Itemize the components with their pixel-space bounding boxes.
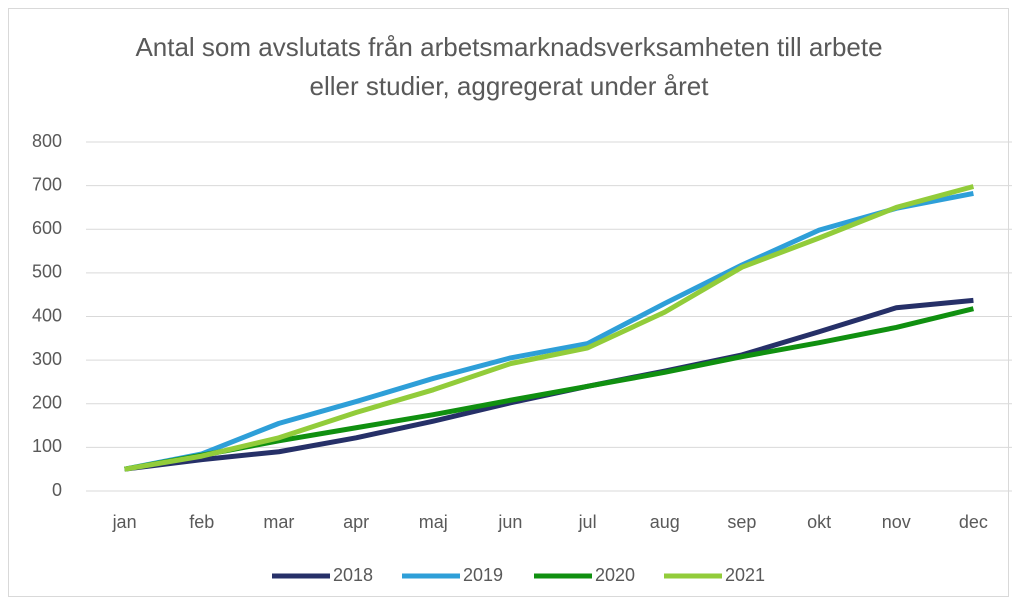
y-tick-label: 100 bbox=[32, 436, 62, 456]
y-tick-label: 300 bbox=[32, 349, 62, 369]
x-tick-label: maj bbox=[419, 512, 448, 532]
x-tick-label: sep bbox=[727, 512, 756, 532]
x-tick-label: jan bbox=[112, 512, 137, 532]
x-tick-label: jun bbox=[497, 512, 522, 532]
x-tick-label: mar bbox=[263, 512, 294, 532]
y-tick-label: 600 bbox=[32, 218, 62, 238]
x-tick-label: jul bbox=[578, 512, 597, 532]
y-tick-label: 800 bbox=[32, 131, 62, 151]
y-tick-label: 0 bbox=[52, 480, 62, 500]
chart-title: Antal som avslutats från arbetsmarknadsv… bbox=[135, 32, 883, 101]
y-tick-label: 200 bbox=[32, 393, 62, 413]
legend-label: 2021 bbox=[725, 565, 765, 585]
series-line bbox=[124, 191, 974, 472]
legend-label: 2020 bbox=[595, 565, 635, 585]
y-tick-label: 500 bbox=[32, 262, 62, 282]
y-tick-label: 400 bbox=[32, 305, 62, 325]
x-tick-label: nov bbox=[882, 512, 911, 532]
x-tick-label: feb bbox=[189, 512, 214, 532]
y-tick-label: 700 bbox=[32, 174, 62, 194]
chart-border bbox=[8, 8, 1009, 597]
legend-label: 2019 bbox=[463, 565, 503, 585]
x-tick-label: dec bbox=[959, 512, 988, 532]
x-tick-label: apr bbox=[343, 512, 369, 532]
series-line bbox=[124, 184, 975, 472]
x-tick-label: okt bbox=[807, 512, 831, 532]
legend-label: 2018 bbox=[333, 565, 373, 585]
x-tick-label: aug bbox=[650, 512, 680, 532]
